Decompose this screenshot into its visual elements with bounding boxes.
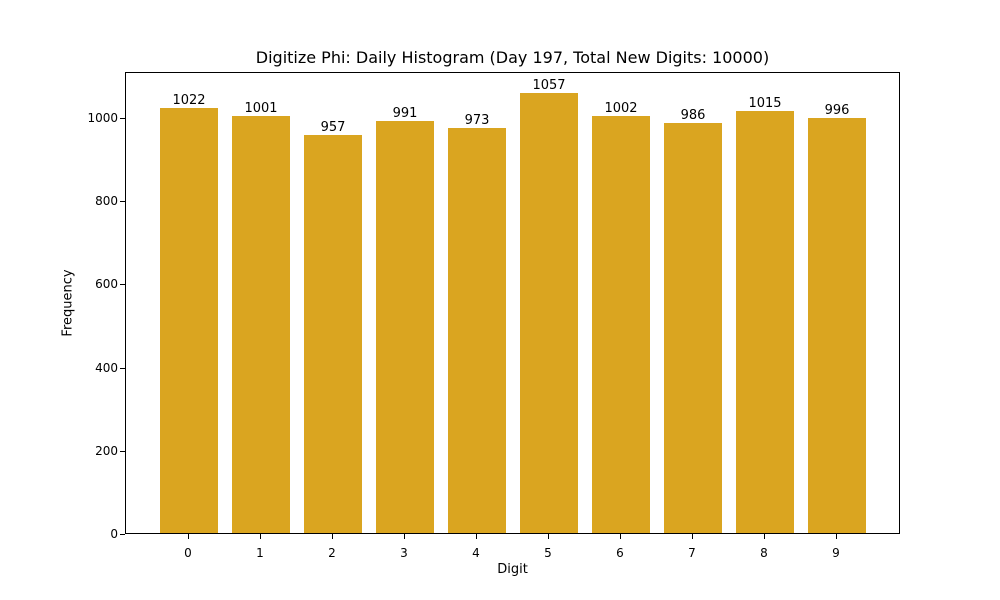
x-tick-mark xyxy=(620,534,621,539)
bar-value-label: 1015 xyxy=(748,95,782,111)
bar-digit-3 xyxy=(376,120,434,533)
bar-value-label: 1001 xyxy=(244,101,278,117)
y-tick-label: 600 xyxy=(95,277,118,292)
y-tick-label: 200 xyxy=(95,443,118,458)
x-tick-mark xyxy=(476,534,477,539)
x-tick-label: 2 xyxy=(328,546,336,560)
x-tick-mark xyxy=(332,534,333,539)
x-tick-label: 3 xyxy=(400,546,408,560)
x-tick-mark xyxy=(260,534,261,539)
bar-digit-7 xyxy=(664,122,722,533)
bar-value-label: 1022 xyxy=(172,92,206,108)
bar-value-label: 1057 xyxy=(532,78,566,94)
x-tick-label: 5 xyxy=(544,546,552,560)
chart-title: Digitize Phi: Daily Histogram (Day 197, … xyxy=(255,48,770,67)
x-axis-label: Digit xyxy=(497,562,528,577)
x-tick-mark xyxy=(188,534,189,539)
bar-digit-2 xyxy=(304,134,362,533)
bar-digit-0 xyxy=(160,107,218,533)
bar-value-label: 986 xyxy=(680,107,706,123)
x-tick-label: 9 xyxy=(832,546,840,560)
x-tick-mark xyxy=(404,534,405,539)
y-tick-label: 1000 xyxy=(87,110,118,125)
bar-value-label: 957 xyxy=(320,119,346,135)
x-tick-label: 8 xyxy=(760,546,768,560)
x-tick-label: 1 xyxy=(256,546,264,560)
x-tick-label: 4 xyxy=(472,546,480,560)
bar-value-label: 1002 xyxy=(604,100,638,116)
x-tick-mark xyxy=(836,534,837,539)
x-tick-label: 6 xyxy=(616,546,624,560)
y-tick-mark xyxy=(120,201,125,203)
y-tick-label: 400 xyxy=(95,360,118,375)
y-tick-mark xyxy=(120,450,125,452)
plot-area: 1022 1001 957 991 973 1057 1002 986 1015 996 xyxy=(125,72,900,534)
bar-value-label: 996 xyxy=(824,103,850,119)
bar-digit-6 xyxy=(592,115,650,533)
bar-digit-8 xyxy=(736,110,794,533)
y-tick-label: 800 xyxy=(95,194,118,209)
x-tick-mark xyxy=(548,534,549,539)
bar-digit-4 xyxy=(448,128,506,533)
x-tick-mark xyxy=(692,534,693,539)
x-tick-label: 7 xyxy=(688,546,696,560)
y-tick-mark xyxy=(120,367,125,369)
y-tick-mark xyxy=(120,117,125,119)
x-tick-label: 0 xyxy=(184,546,192,560)
bar-digit-1 xyxy=(232,116,290,533)
bar-value-label: 991 xyxy=(392,105,418,121)
x-tick-mark xyxy=(764,534,765,539)
bar-value-label: 973 xyxy=(464,113,490,129)
y-tick-mark xyxy=(120,534,125,535)
bar-digit-9 xyxy=(808,118,866,533)
bar-digit-5 xyxy=(520,93,578,533)
y-axis-label: Frequency xyxy=(60,269,76,337)
y-tick-mark xyxy=(120,284,125,286)
y-tick-label: 0 xyxy=(110,527,118,541)
